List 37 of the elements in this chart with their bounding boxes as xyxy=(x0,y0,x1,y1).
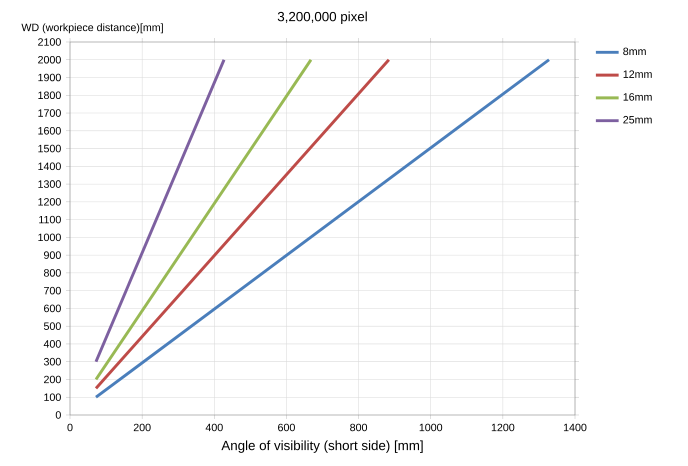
legend-label: 25mm xyxy=(623,116,652,124)
x-tick-label: 1200 xyxy=(492,424,514,432)
y-tick-label: 1700 xyxy=(38,109,61,117)
y-tick-label: 900 xyxy=(44,251,61,259)
y-tick-label: 1400 xyxy=(38,162,61,170)
y-tick-label: 100 xyxy=(44,393,61,401)
legend-label: 16mm xyxy=(624,93,652,101)
y-tick-label: 1200 xyxy=(38,198,61,206)
x-tick-label: 1000 xyxy=(420,424,442,432)
x-tick-label: 1400 xyxy=(564,424,586,432)
y-tick-label: 400 xyxy=(44,340,61,348)
legend-label: 12mm xyxy=(624,70,652,78)
y-tick-label: 1300 xyxy=(38,180,61,188)
y-tick-label: 0 xyxy=(56,411,61,419)
x-axis-title: Angle of visibility (short side) [mm] xyxy=(221,440,423,453)
x-tick-label: 800 xyxy=(350,424,368,432)
y-tick-label: 1500 xyxy=(38,144,61,152)
x-tick-label: 200 xyxy=(134,424,151,432)
x-tick-label: 0 xyxy=(67,424,73,432)
x-tick-label: 400 xyxy=(206,424,223,432)
y-tick-label: 1800 xyxy=(38,92,61,100)
y-tick-label: 300 xyxy=(44,358,61,366)
legend-label: 8mm xyxy=(623,48,646,56)
y-tick-label: 1000 xyxy=(38,234,61,242)
y-tick-label: 500 xyxy=(44,322,61,330)
y-tick-label: 2100 xyxy=(38,38,61,46)
y-tick-label: 1100 xyxy=(39,216,61,224)
y-axis-title: WD (workpiece distance)[mm] xyxy=(21,23,163,34)
y-tick-label: 2000 xyxy=(38,56,61,64)
x-tick-label: 600 xyxy=(278,424,295,432)
y-tick-label: 600 xyxy=(44,304,61,312)
y-tick-label: 700 xyxy=(44,286,61,294)
y-tick-label: 1900 xyxy=(38,74,61,82)
chart-title: 3,200,000 pixel xyxy=(278,12,367,24)
y-tick-label: 200 xyxy=(44,376,61,384)
y-tick-label: 1600 xyxy=(38,127,61,135)
y-tick-label: 800 xyxy=(44,269,61,277)
